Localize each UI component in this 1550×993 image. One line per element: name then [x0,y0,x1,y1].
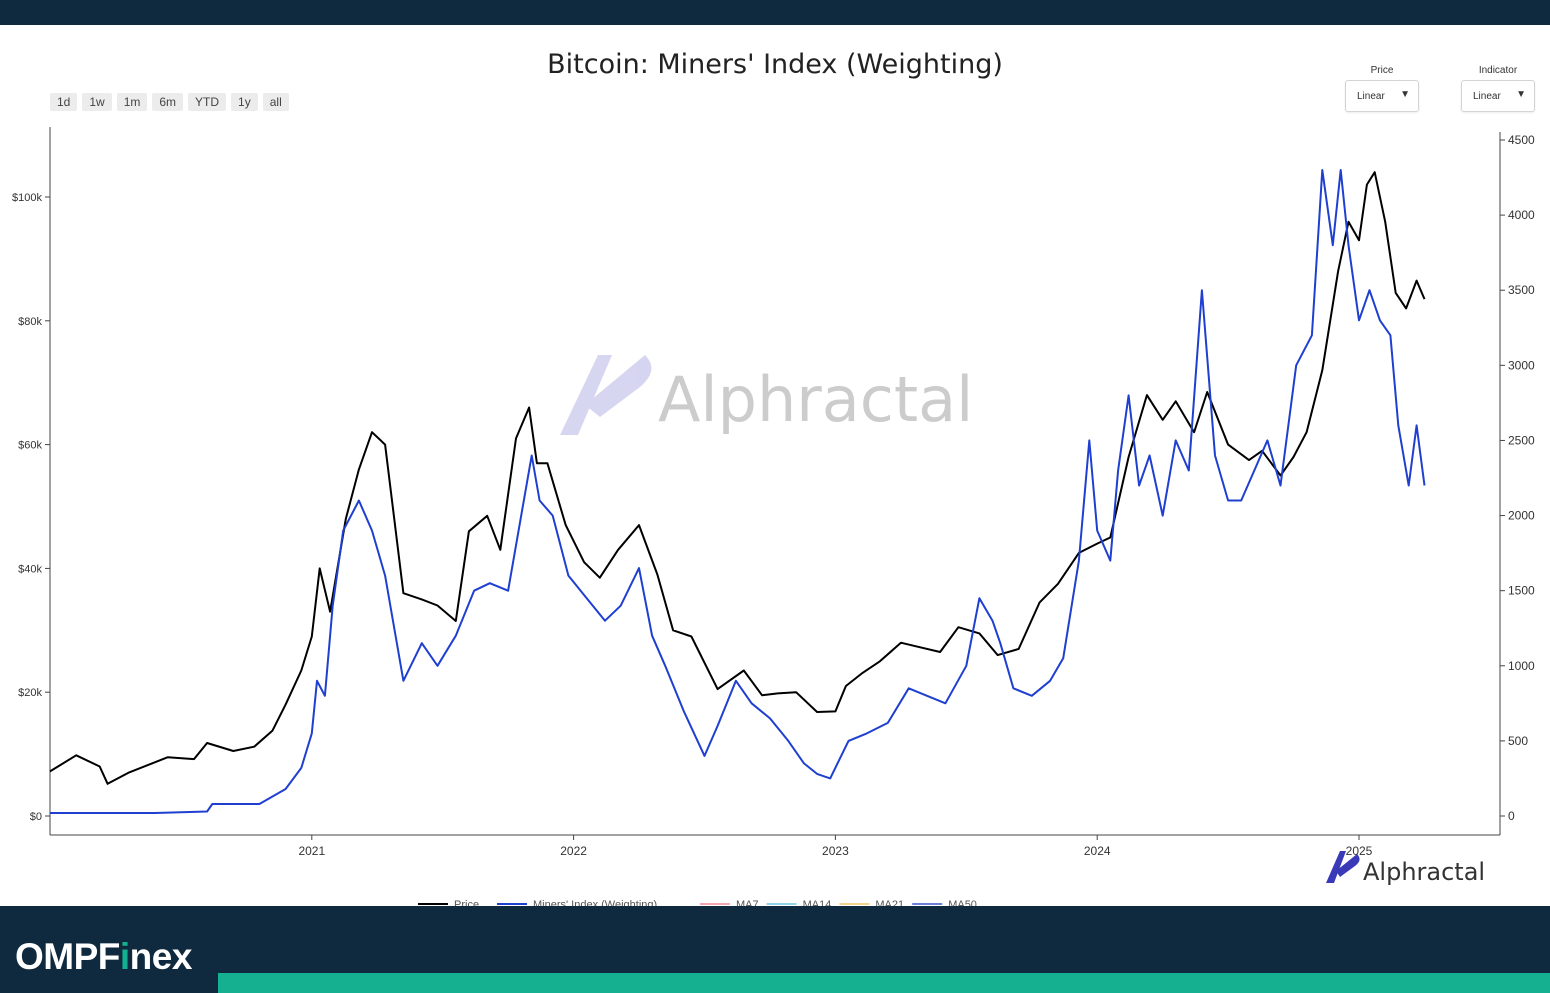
indicator-scale-value: Linear [1473,91,1501,102]
dropdown-arrow-icon: ▼ [1516,89,1526,100]
miners-index-series-line [50,169,1426,814]
indicator-scale-label: Indicator [1478,65,1518,76]
range-selector: 1d 1w 1m 6m YTD 1y all [50,93,289,111]
legend-label: MA7 [736,899,759,906]
y-left-tick-label: $60k [18,440,42,452]
price-series-line [49,171,1426,785]
legend-label: Miners' Index (Weighting) [533,899,657,906]
x-tick-label: 2023 [822,844,849,858]
price-scale-dropdown[interactable]: Linear ▼ [1345,80,1419,112]
y-right-tick-label: 2000 [1508,509,1535,523]
x-tick-label: 2025 [1346,844,1373,858]
chart-lines [49,169,1426,814]
indicator-scale-dropdown[interactable]: Linear ▼ [1461,80,1535,112]
alphractal-watermark: Alphractal [560,355,973,436]
y-left-tick-label: $20k [18,687,42,699]
y-left-tick-label: $80k [18,316,42,328]
dropdown-arrow-icon: ▼ [1400,89,1410,100]
x-tick-label: 2021 [298,844,325,858]
indicator-scale-selector: Indicator Linear ▼ [1461,65,1535,112]
x-tick-label: 2022 [560,844,587,858]
legend-label: MA21 [875,899,904,906]
range-button-1w[interactable]: 1w [82,93,112,111]
y-right-tick-label: 1500 [1508,584,1535,598]
y-right-tick-label: 3500 [1508,283,1535,297]
price-scale-value: Linear [1357,91,1385,102]
y-right-tick-label: 4000 [1508,208,1535,222]
brand-text-accent: i [119,936,130,977]
y-right-tick-label: 500 [1508,734,1528,748]
range-button-1y[interactable]: 1y [231,93,258,111]
brand-text-part: OMPF [15,936,120,977]
chart-legend: Price Miners' Index (Weighting) MA7 MA14 MA2… [418,899,977,906]
price-scale-label: Price [1370,65,1394,76]
alphractal-small-logo-icon [1326,851,1360,883]
range-button-6m[interactable]: 6m [152,93,184,111]
y-right-tick-label: 2500 [1508,433,1535,447]
bottom-banner-bar: OMPFinex [0,906,1550,993]
range-button-all[interactable]: all [262,93,289,111]
x-tick-label: 2024 [1084,844,1111,858]
range-button-ytd[interactable]: YTD [188,93,227,111]
range-button-1d[interactable]: 1d [50,93,78,111]
alphractal-logo-text: Alphractal [1363,858,1485,886]
brand-text-part: nex [129,936,193,977]
legend-label: Price [454,899,479,906]
top-banner-bar [0,0,1550,25]
legend-label: MA50 [948,899,977,906]
y-left-tick-label: $40k [18,563,42,575]
chart-panel: Bitcoin: Miners' Index (Weighting) 1d 1w… [0,25,1550,906]
range-button-1m[interactable]: 1m [116,93,148,111]
watermark-text: Alphractal [658,363,973,436]
alphractal-logo: Alphractal [1326,851,1485,886]
y-right-tick-label: 0 [1508,809,1515,823]
chart-title: Bitcoin: Miners' Index (Weighting) [547,49,1003,80]
ompfinex-brand-logo: OMPFinex [15,936,192,978]
y-right-tick-label: 1000 [1508,659,1535,673]
y-left-tick-label: $100k [12,192,42,204]
price-scale-selector: Price Linear ▼ [1345,65,1419,112]
y-right-tick-label: 4500 [1508,133,1535,147]
y-left-tick-label: $0 [30,811,42,823]
bottom-accent-stripe [218,973,1550,993]
chart-axes: $0 $20k $40k $60k $80k $100k 0 500 1000 1500 2000 2… [12,127,1535,858]
chart-svg: Alphractal Alphractal $0 $20k $40k $60k $80k… [12,127,1535,906]
alphractal-logo-icon [560,355,652,435]
legend-label: MA14 [803,899,832,906]
y-right-tick-label: 3000 [1508,358,1535,372]
